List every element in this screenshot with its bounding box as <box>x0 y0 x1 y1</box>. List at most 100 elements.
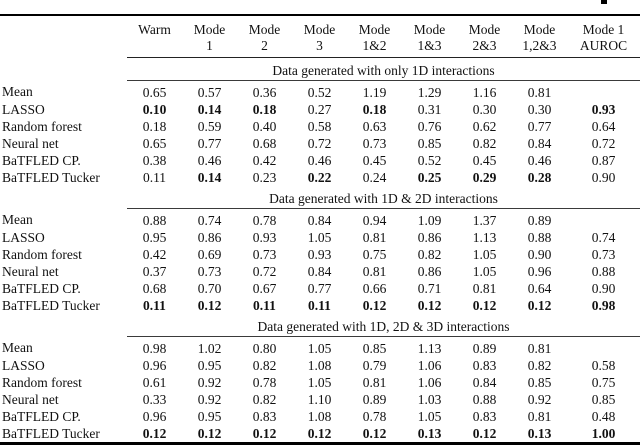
value-cell: 0.74 <box>197 212 222 228</box>
value-cell: 0.93 <box>591 101 616 117</box>
column-header-line2: 2&3 <box>472 38 497 53</box>
value-cell: 0.73 <box>362 135 387 151</box>
value-cell: 0.85 <box>527 374 552 390</box>
value-cell: 0.42 <box>142 246 167 262</box>
value-cell: 0.83 <box>472 408 497 424</box>
value-cell: 0.37 <box>142 263 167 279</box>
value-cell: 0.12 <box>527 297 552 313</box>
value-cell: 0.23 <box>252 169 277 185</box>
row-label: LASSO <box>2 357 45 373</box>
column-header-mode-1-auroc: Mode 1 AUROC <box>567 15 640 58</box>
column-header-mode-1: Mode 1 <box>182 15 237 58</box>
value-cell: 0.12 <box>197 297 222 313</box>
value-cell: 0.81 <box>362 229 387 245</box>
value-cell: 0.65 <box>142 135 167 151</box>
value-cell: 0.33 <box>142 391 167 407</box>
value-cell: 0.11 <box>308 297 331 313</box>
column-header-mode-2: Mode 2 <box>237 15 292 58</box>
table-row: BaTFLED Tucker 0.12 0.12 0.12 0.12 0.12 0.13 0.… <box>0 425 640 444</box>
value-cell: 0.81 <box>527 408 552 424</box>
value-cell: 0.92 <box>197 374 222 390</box>
value-cell: 0.10 <box>142 101 167 117</box>
value-cell: 1.19 <box>362 84 387 100</box>
value-cell: 0.66 <box>362 280 387 296</box>
value-cell: 0.78 <box>252 374 277 390</box>
value-cell: 0.63 <box>362 118 387 134</box>
value-cell: 1.02 <box>197 340 222 356</box>
value-cell: 0.92 <box>527 391 552 407</box>
column-header-line2: 2 <box>261 38 268 53</box>
value-cell: 0.92 <box>197 391 222 407</box>
row-label: BaTFLED CP. <box>2 408 81 424</box>
value-cell: 0.95 <box>197 408 222 424</box>
value-cell: 0.18 <box>142 118 167 134</box>
value-cell: 1.08 <box>307 357 332 373</box>
value-cell: 0.77 <box>527 118 552 134</box>
table-row: Mean 0.88 0.74 0.78 0.84 0.94 1.09 1.37 0.89 <box>0 209 640 230</box>
column-header-line1: Mode <box>193 22 226 37</box>
section-title: Data generated with only 1D interactions <box>127 57 640 81</box>
value-cell: 0.94 <box>362 212 387 228</box>
table-row: BaTFLED CP. 0.68 0.70 0.67 0.77 0.66 0.71 0.81 0… <box>0 280 640 297</box>
value-cell: 1.05 <box>417 408 442 424</box>
column-header-mode-1-3: Mode 1&3 <box>402 15 457 58</box>
value-cell: 1.10 <box>307 391 332 407</box>
value-cell: 0.72 <box>307 135 332 151</box>
value-cell: 0.12 <box>472 297 497 313</box>
value-cell: 0.58 <box>307 118 332 134</box>
table-row: Random forest 0.42 0.69 0.73 0.93 0.75 0.82 1.0… <box>0 246 640 263</box>
column-header-mode-2-3: Mode 2&3 <box>457 15 512 58</box>
column-header-line2: 1 <box>206 38 213 53</box>
value-cell: 0.73 <box>197 263 222 279</box>
value-cell: 0.93 <box>307 246 332 262</box>
value-cell: 0.83 <box>472 357 497 373</box>
value-cell: 1.05 <box>307 340 332 356</box>
value-cell: 0.93 <box>252 229 277 245</box>
row-label: Random forest <box>2 374 82 390</box>
value-cell: 0.30 <box>472 101 497 117</box>
value-cell: 0.81 <box>527 340 552 356</box>
value-cell: 0.42 <box>252 152 277 168</box>
value-cell: 0.82 <box>472 135 497 151</box>
value-cell: 0.86 <box>197 229 222 245</box>
value-cell: 1.13 <box>417 340 442 356</box>
row-label: Random forest <box>2 118 82 134</box>
value-cell: 0.89 <box>362 391 387 407</box>
value-cell: 1.29 <box>417 84 442 100</box>
header-row-label-spacer <box>0 15 127 58</box>
value-cell: 0.12 <box>417 297 442 313</box>
value-cell: 0.96 <box>142 408 167 424</box>
row-label: Random forest <box>2 246 82 262</box>
value-cell: 1.08 <box>307 408 332 424</box>
row-label: Mean <box>2 212 33 228</box>
column-header-line1: Mode <box>303 22 336 37</box>
value-cell: 0.12 <box>252 425 277 441</box>
value-cell: 0.81 <box>527 84 552 100</box>
value-cell: 0.86 <box>417 263 442 279</box>
value-cell: 0.76 <box>417 118 442 134</box>
value-cell: 0.52 <box>307 84 332 100</box>
value-cell: 1.05 <box>307 374 332 390</box>
value-cell: 0.45 <box>472 152 497 168</box>
value-cell: 0.95 <box>142 229 167 245</box>
value-cell: 0.75 <box>362 246 387 262</box>
value-cell: 0.64 <box>527 280 552 296</box>
value-cell: 0.69 <box>197 246 222 262</box>
value-cell: 0.72 <box>591 135 616 151</box>
table-row: BaTFLED CP. 0.96 0.95 0.83 1.08 0.78 1.05 0.83 0… <box>0 408 640 425</box>
value-cell <box>567 209 640 230</box>
value-cell: 0.30 <box>527 101 552 117</box>
value-cell: 0.89 <box>527 212 552 228</box>
value-cell: 0.13 <box>527 425 552 441</box>
value-cell: 0.78 <box>252 212 277 228</box>
column-header-mode-1-2-3: Mode 1,2&3 <box>512 15 567 58</box>
value-cell: 0.82 <box>252 357 277 373</box>
column-header-mode-3: Mode 3 <box>292 15 347 58</box>
value-cell: 0.67 <box>252 280 277 296</box>
value-cell: 0.40 <box>252 118 277 134</box>
table-row: Mean 0.65 0.57 0.36 0.52 1.19 1.29 1.16 0.81 <box>0 81 640 102</box>
section-header-row: Data generated with only 1D interactions <box>0 57 640 81</box>
table-row: LASSO 0.96 0.95 0.82 1.08 0.79 1.06 0.83 0.82 0.5… <box>0 357 640 374</box>
value-cell: 0.73 <box>591 246 616 262</box>
value-cell: 0.70 <box>197 280 222 296</box>
